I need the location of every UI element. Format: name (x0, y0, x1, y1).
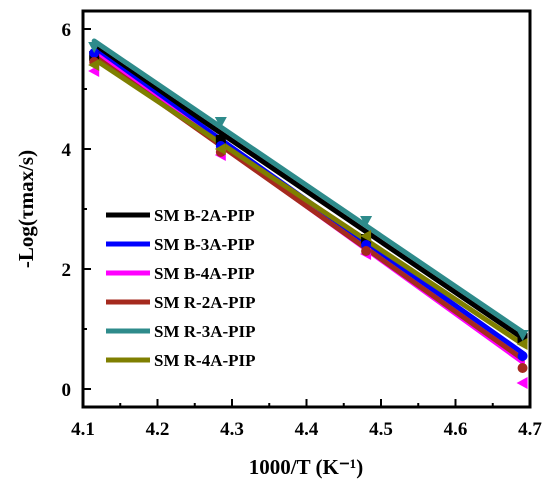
data-point (360, 230, 372, 242)
legend-label: SM B-4A-PIP (154, 264, 255, 283)
legend-label: SM R-3A-PIP (154, 322, 256, 341)
axis-ticks (82, 28, 531, 407)
x-tick-label: 4.2 (146, 419, 170, 440)
data-point (215, 135, 226, 145)
y-tick-label: 6 (62, 20, 72, 41)
data-point (361, 246, 372, 256)
y-tick-label: 2 (62, 260, 72, 281)
fit-line (91, 38, 526, 335)
fit-lines (91, 38, 526, 365)
x-tick-label: 4.1 (71, 419, 95, 440)
y-tick-label: 4 (62, 140, 72, 161)
y-tick-label: 0 (62, 380, 72, 401)
x-tick-label: 4.4 (295, 419, 319, 440)
fit-line (91, 56, 526, 347)
x-tick-label: 4.6 (444, 419, 468, 440)
data-point (516, 377, 528, 389)
x-axis-label: 1000/T (K⁻¹) (249, 455, 363, 479)
data-point (516, 330, 529, 341)
data-point (214, 143, 226, 155)
fit-line (91, 44, 526, 341)
data-point (214, 117, 227, 128)
x-tick-label: 4.7 (518, 419, 542, 440)
data-markers (88, 42, 529, 389)
x-tick-label: 4.5 (369, 419, 393, 440)
x-tick-label: 4.3 (220, 419, 244, 440)
data-point (360, 216, 373, 227)
data-point (88, 59, 100, 71)
y-tick-labels: 0 2 4 6 (62, 20, 72, 401)
y-axis-label: -Log(τmax/s) (14, 150, 38, 268)
data-point (517, 363, 528, 373)
legend-label: SM R-2A-PIP (154, 293, 256, 312)
legend-label: SM B-2A-PIP (154, 206, 255, 225)
legend-label: SM R-4A-PIP (154, 351, 256, 370)
x-tick-labels: 4.1 4.2 4.3 4.4 4.5 4.6 4.7 (71, 419, 542, 440)
legend: SM B-2A-PIP SM B-3A-PIP SM B-4A-PIP SM R-2A… (106, 206, 256, 370)
data-point (516, 338, 528, 350)
legend-label: SM B-3A-PIP (154, 235, 255, 254)
data-point (517, 351, 528, 361)
data-point (88, 42, 101, 53)
